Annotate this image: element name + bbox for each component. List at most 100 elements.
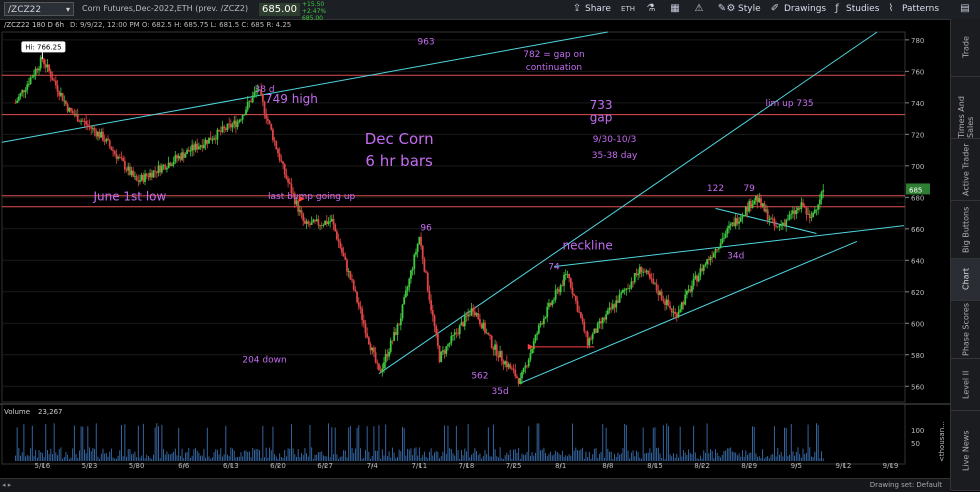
x-tick-label: 9/5	[791, 462, 802, 470]
candle-body	[113, 151, 116, 154]
tab-active-trader[interactable]: Active Trader	[951, 139, 980, 201]
chart-annotation: neckline	[563, 238, 613, 252]
chart-annotation: 204 down	[242, 356, 286, 366]
volume-unit-label: <thousan...	[938, 421, 946, 462]
candle-body	[297, 200, 300, 212]
candle-body	[812, 212, 815, 218]
candle-body	[53, 80, 56, 82]
drawings-button[interactable]: Drawings	[784, 4, 827, 14]
candle-body	[615, 300, 618, 308]
drawings-icon[interactable]: ✐	[770, 3, 780, 14]
candle-body	[231, 124, 234, 128]
chart-annotation: 9/30-10/3	[593, 135, 637, 145]
candle-body	[689, 289, 692, 292]
candle-body	[558, 289, 560, 293]
candle-body	[236, 122, 239, 128]
candle-body	[765, 209, 767, 212]
candle-body	[768, 219, 771, 221]
eth-icon[interactable]: ETH	[621, 5, 635, 13]
candle-body	[226, 123, 229, 130]
x-tick-label: 9/12	[836, 462, 852, 470]
candle-body	[756, 195, 759, 203]
share-icon[interactable]: ⇪	[572, 3, 582, 14]
symbol-selector[interactable]: /ZCZ22 ▾	[4, 2, 74, 16]
candle-body	[184, 154, 187, 158]
candle-body	[48, 64, 51, 72]
candle-body	[467, 314, 470, 317]
settings-menu-icon[interactable]: ▤	[960, 3, 970, 14]
candle-body	[93, 128, 96, 131]
candle-body	[460, 322, 463, 326]
candle-body	[278, 153, 281, 161]
candle-body	[556, 289, 559, 291]
candle-body	[344, 256, 347, 260]
candle-body	[238, 120, 241, 123]
candle-body	[652, 278, 655, 284]
patterns-button[interactable]: Patterns	[902, 4, 940, 14]
candle-body	[566, 274, 569, 275]
candle-body	[517, 377, 520, 384]
scroll-controls[interactable]: ◂ ▸	[2, 481, 12, 489]
tab-live-news[interactable]: Live News	[951, 411, 980, 491]
beaker-icon[interactable]: ⚗	[646, 3, 656, 14]
trendline	[520, 240, 858, 384]
candle-body	[524, 365, 527, 368]
candle-body	[359, 306, 362, 309]
candle-body	[625, 288, 628, 290]
candle-body	[107, 138, 109, 141]
tab-big-buttons[interactable]: Big Buttons	[951, 201, 980, 259]
candle-body	[495, 344, 498, 356]
candle-body	[418, 236, 421, 244]
tab-chart[interactable]: Chart	[951, 259, 980, 301]
style-button[interactable]: Style	[738, 4, 761, 14]
candle-body	[736, 218, 739, 224]
patterns-icon[interactable]: ⌇	[888, 3, 894, 14]
candle-body	[571, 287, 574, 294]
candle-body	[783, 222, 786, 226]
candle-body	[213, 138, 215, 140]
candle-body	[610, 307, 613, 309]
chart-annotation: 562	[471, 371, 488, 381]
candle-body	[687, 289, 690, 291]
candle-body	[578, 311, 581, 313]
candle-body	[31, 76, 34, 78]
trendline	[378, 31, 878, 375]
candle-body	[251, 95, 254, 103]
share-button[interactable]: Share	[585, 4, 611, 14]
chart-annotation: 34d	[727, 252, 744, 262]
calendar-icon[interactable]: ▦	[670, 3, 680, 14]
candle-body	[36, 68, 39, 71]
chart-info-bar: /ZCZ22 180 D 6h D: 9/9/22, 12:00 PM O: 6…	[0, 19, 950, 31]
candle-body	[709, 256, 712, 261]
tab-phase-scores[interactable]: Phase Scores	[951, 301, 980, 359]
candle-body	[554, 290, 557, 300]
candle-body	[479, 319, 481, 324]
chart-annotation: 74	[548, 263, 560, 273]
alert-icon[interactable]: ⚠	[694, 3, 704, 14]
candle-body	[209, 137, 212, 141]
candle-body	[588, 338, 591, 346]
candle-body	[430, 300, 433, 311]
studies-icon[interactable]: ƒ	[835, 3, 839, 14]
edit-icon[interactable]: ✎	[717, 3, 727, 14]
candle-body	[744, 206, 747, 216]
studies-button[interactable]: Studies	[846, 4, 880, 14]
candle-body	[157, 165, 160, 173]
candle-body	[433, 315, 436, 327]
tab-trade[interactable]: Trade	[951, 19, 980, 77]
candle-body	[263, 101, 266, 114]
candle-body	[611, 304, 614, 309]
candle-body	[807, 213, 809, 215]
tab-level-ii[interactable]: Level II	[951, 359, 980, 411]
candle-body	[579, 312, 582, 318]
candle-body	[144, 173, 146, 182]
style-gear-icon[interactable]: ⚙	[726, 3, 736, 14]
candle-body	[91, 128, 94, 129]
candle-body	[492, 347, 495, 350]
candle-body	[235, 120, 237, 128]
candle-body	[356, 291, 358, 303]
tab-times-and-sales[interactable]: Times And Sales	[951, 77, 980, 139]
candle-body	[450, 335, 453, 343]
candle-body	[329, 221, 332, 223]
